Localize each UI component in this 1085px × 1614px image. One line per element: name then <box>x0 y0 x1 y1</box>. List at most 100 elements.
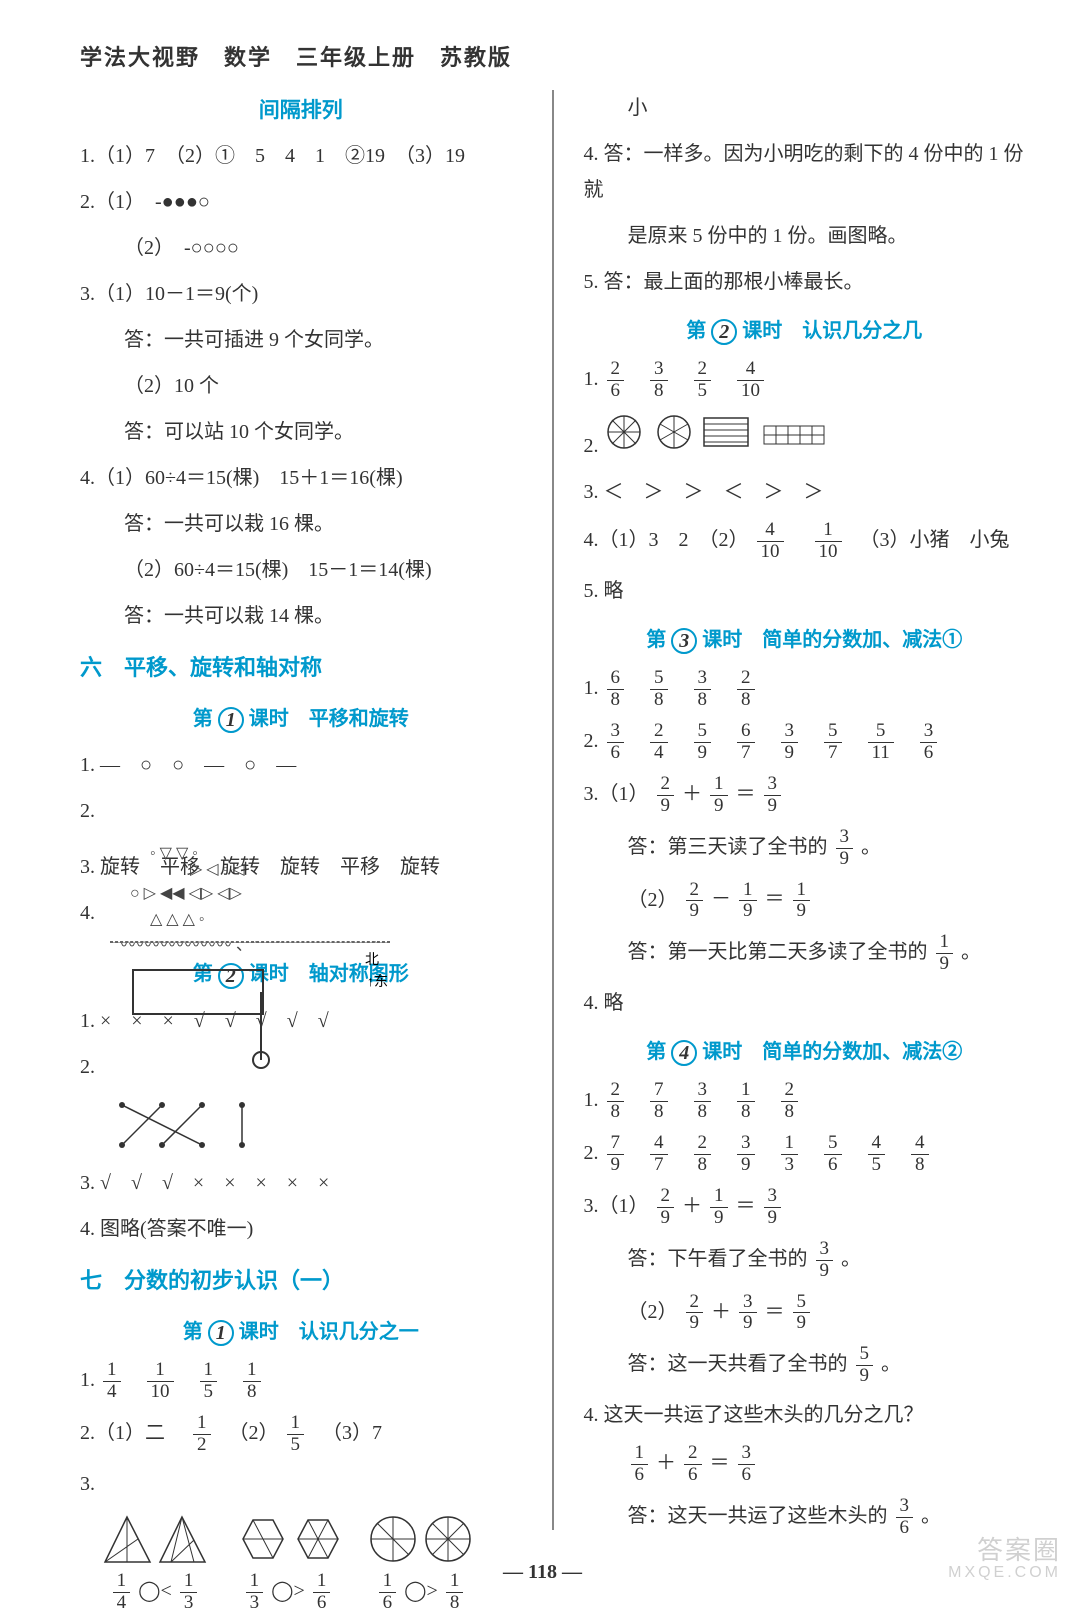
left-column: 间隔排列 1.（1）7 （2）① 5 4 1 ②19 （3）19 2.（1） -… <box>80 90 522 1530</box>
q4b: （2）60÷4＝15(棵) 15－1＝14(棵) <box>80 552 522 588</box>
text: 答：下午看了全书的 <box>628 1248 808 1270</box>
column-divider <box>552 90 554 1530</box>
crosslines-diagram <box>110 1095 270 1155</box>
equation: 29 － 19 ＝ 19 <box>683 888 814 910</box>
prefix: 1. <box>584 368 604 390</box>
shapes-icon <box>604 412 844 452</box>
lesson-num-icon: 2 <box>711 319 737 345</box>
equation: 29 ＋ 39 ＝ 59 <box>683 1301 814 1323</box>
q3b-ans: 答：可以站 10 个女同学。 <box>80 414 522 450</box>
frac: 39 <box>833 836 857 858</box>
q4a: 4.（1）60÷4＝15(棵) 15＋1＝16(棵) <box>80 460 522 496</box>
r4q4-ans: 答：这天一共运了这些木头的 36 。 <box>584 1496 1026 1539</box>
r3q2: 2. 36 24 59 67 39 57 511 36 <box>584 721 1026 764</box>
l3q3: 3. <box>80 1466 522 1502</box>
text: （3）小猪 小兔 <box>850 529 1010 551</box>
text: 。 <box>881 1353 901 1375</box>
prefix: （2） <box>628 1301 678 1323</box>
prefix: （2） <box>628 888 678 910</box>
lesson-pre: 第 <box>646 1041 666 1063</box>
text: 4.（1）3 2 （2） <box>584 529 749 551</box>
frac: 12 <box>190 1422 214 1444</box>
text: （3）7 <box>312 1422 382 1444</box>
r2q4: 4.（1）3 2 （2） 410 110 （3）小猪 小兔 <box>584 520 1026 563</box>
grid-diagram: 北 ↑东 <box>110 941 390 943</box>
prefix: 2. <box>584 1142 604 1164</box>
triangle-group: 14 ◯< 13 <box>100 1512 210 1614</box>
r4q3b: （2） 29 ＋ 39 ＝ 59 <box>584 1292 1026 1335</box>
r4q3a-ans: 答：下午看了全书的 39 。 <box>584 1239 1026 1282</box>
r3q1: 1. 68 58 38 28 <box>584 668 1026 711</box>
lesson-num-icon: 1 <box>208 1320 234 1346</box>
q2b: （2） -○○○○ <box>80 230 522 266</box>
prefix: 1. <box>584 677 604 699</box>
svg-text:↑东: ↑东 <box>367 974 388 990</box>
lesson-1-title: 第 1 课时 平移和旋转 <box>80 702 522 733</box>
q3a: 3.（1）10－1＝9(个) <box>80 276 522 312</box>
l2q4: 4. 图略(答案不唯一) <box>80 1211 522 1247</box>
r3q3a: 3.（1） 29 ＋ 19 ＝ 39 <box>584 774 1026 817</box>
page-number: — 118 — <box>503 1561 582 1584</box>
lesson-num-icon: 4 <box>671 1040 697 1066</box>
r-lesson-2-title: 第 2 课时 认识几分之几 <box>584 314 1026 345</box>
prefix: 3.（1） <box>584 783 649 805</box>
rq5: 5. 答：最上面的那根小棒最长。 <box>584 264 1026 300</box>
lesson-num-icon: 1 <box>218 707 244 733</box>
lesson-post: 课时 平移和旋转 <box>249 708 409 730</box>
frac: 36 <box>893 1505 917 1527</box>
text: 答：第一天比第二天多读了全书的 <box>628 941 928 963</box>
text: 答：第三天读了全书的 <box>628 836 828 858</box>
page: 学法大视野 数学 三年级上册 苏教版 间隔排列 1.（1）7 （2）① 5 4 … <box>0 0 1085 1600</box>
prefix: 1. <box>584 1089 604 1111</box>
frac-list: 26 38 25 410 <box>604 368 768 390</box>
r-lesson-3-title: 第 3 课时 简单的分数加、减法① <box>584 623 1026 654</box>
lesson-pre: 第 <box>686 320 706 342</box>
l3q2: 2.（1）二 12 （2） 15 （3）7 <box>80 1413 522 1456</box>
text: 。 <box>861 836 881 858</box>
r3q3a-ans: 答：第三天读了全书的 39 。 <box>584 827 1026 870</box>
frac: 410 <box>754 529 787 551</box>
r3q3b-ans: 答：第一天比第二天多读了全书的 19 。 <box>584 932 1026 975</box>
compare: 13 ◯> 16 <box>243 1571 334 1614</box>
frac: 39 <box>813 1248 837 1270</box>
frac-list: 14 110 15 18 <box>100 1369 264 1391</box>
r4q3a: 3.（1） 29 ＋ 19 ＝ 39 <box>584 1186 1026 1229</box>
equation: 16 ＋ 26 ＝ 36 <box>628 1452 759 1474</box>
watermark-main: 答案圈 <box>948 1536 1061 1565</box>
frac-list: 28 78 38 18 28 <box>604 1089 802 1111</box>
text: 答：这天一共运了这些木头的 <box>628 1505 888 1527</box>
prefix: 2. <box>584 435 604 457</box>
compare: 14 ◯< 13 <box>110 1571 201 1614</box>
unit-7-title: 七 分数的初步认识（一） <box>80 1263 522 1295</box>
watermark: 答案圈 MXQE.COM <box>948 1536 1061 1582</box>
unit-6-title: 六 平移、旋转和轴对称 <box>80 650 522 682</box>
r2q3: 3. ＜ ＞ ＞ ＜ ＞ ＞ <box>584 474 1026 510</box>
q1: 1.（1）7 （2）① 5 4 1 ②19 （3）19 <box>80 138 522 174</box>
text: 。 <box>961 941 981 963</box>
q3b: （2）10 个 <box>80 368 522 404</box>
equation: 29 ＋ 19 ＝ 39 <box>654 783 785 805</box>
frac: 110 <box>812 529 845 551</box>
q3a-ans: 答：一共可插进 9 个女同学。 <box>80 322 522 358</box>
svg-text:北: 北 <box>365 952 379 968</box>
text: 。 <box>841 1248 861 1270</box>
page-header: 学法大视野 数学 三年级上册 苏教版 <box>80 40 1025 72</box>
q4a-ans: 答：一共可以栽 16 棵。 <box>80 506 522 542</box>
frac-list: 68 58 38 28 <box>604 677 758 699</box>
q2a: 2.（1） -●●●○ <box>80 184 522 220</box>
rq4: 4. 答：一样多。因为小明吃的剩下的 4 份中的 1 份就 <box>584 136 1026 208</box>
l2q3: 3. √ √ √ × × × × × <box>80 1165 522 1201</box>
lesson-post: 课时 认识几分之一 <box>239 1321 419 1343</box>
frac: 15 <box>284 1422 308 1444</box>
q4b-ans: 答：一共可以栽 14 棵。 <box>80 598 522 634</box>
r4q2: 2. 79 47 28 39 13 56 45 48 <box>584 1133 1026 1176</box>
lesson-3-title: 第 1 课时 认识几分之一 <box>80 1315 522 1346</box>
lesson-num-icon: 3 <box>671 628 697 654</box>
equation: 29 ＋ 19 ＝ 39 <box>654 1195 785 1217</box>
circle-group: 16 ◯> 18 <box>366 1512 476 1614</box>
frac-list: 36 24 59 67 39 57 511 36 <box>604 730 941 752</box>
frac: 59 <box>853 1353 877 1375</box>
columns: 间隔排列 1.（1）7 （2）① 5 4 1 ②19 （3）19 2.（1） -… <box>80 90 1025 1530</box>
r2q1: 1. 26 38 25 410 <box>584 359 1026 402</box>
shapes-row: 14 ◯< 13 13 ◯> 16 16 ◯> 18 <box>100 1512 522 1614</box>
